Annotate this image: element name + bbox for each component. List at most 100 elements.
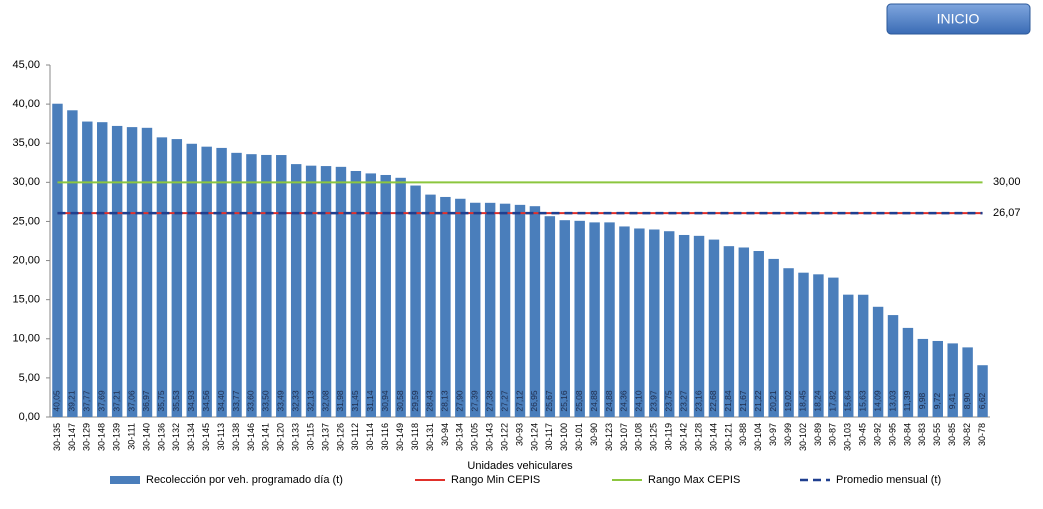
value-label: 15,64 — [843, 390, 853, 412]
value-label: 25,08 — [574, 390, 584, 412]
bar — [231, 152, 242, 417]
bar — [514, 204, 526, 417]
value-label: 28,43 — [425, 390, 435, 412]
x-tick-label: 30-125 — [649, 423, 659, 451]
x-tick-label: 30-131 — [425, 423, 435, 451]
x-tick-label: 30-122 — [499, 423, 509, 451]
bar — [708, 239, 720, 417]
value-label: 36,97 — [141, 390, 151, 412]
bar — [604, 222, 615, 417]
x-tick-label: 30-85 — [947, 423, 957, 446]
x-tick-label: 30-134 — [186, 423, 196, 451]
x-tick-label: 30-149 — [395, 423, 405, 451]
value-label: 27,12 — [514, 390, 524, 412]
bar — [171, 139, 183, 417]
value-label: 11,39 — [902, 390, 912, 411]
value-label: 24,88 — [589, 390, 599, 412]
value-label: 19,02 — [783, 390, 793, 412]
bar — [186, 143, 197, 417]
value-label: 27,39 — [469, 390, 479, 412]
x-tick-label: 30-129 — [82, 423, 92, 451]
bar — [738, 247, 750, 417]
bar — [126, 127, 138, 417]
x-tick-label: 30-92 — [872, 423, 882, 446]
x-tick-label: 30-108 — [634, 423, 644, 451]
value-label: 21,67 — [738, 390, 748, 412]
value-label: 37,69 — [96, 390, 106, 412]
x-tick-label: 30-119 — [664, 423, 674, 450]
bar — [619, 226, 630, 417]
x-tick-label: 30-87 — [828, 423, 838, 446]
value-label: 6,62 — [977, 392, 987, 409]
bar — [484, 202, 496, 417]
value-label: 18,45 — [798, 390, 808, 412]
x-tick-label: 30-88 — [738, 423, 748, 446]
x-tick-label: 30-142 — [679, 423, 689, 451]
value-label: 34,56 — [201, 390, 211, 412]
x-tick-label: 30-83 — [917, 423, 927, 446]
x-tick-label: 30-105 — [470, 423, 480, 451]
x-tick-label: 30-134 — [455, 423, 465, 451]
legend-label: Rango Min CEPIS — [451, 474, 540, 486]
value-label: 24,10 — [634, 390, 644, 412]
bar — [559, 220, 570, 417]
x-tick-label: 30-144 — [708, 423, 718, 451]
value-label: 39,21 — [67, 390, 77, 412]
x-tick-label: 30-126 — [335, 423, 345, 451]
bar — [693, 235, 705, 417]
value-label: 25,67 — [544, 390, 554, 412]
legend-label: Promedio mensual (t) — [836, 474, 941, 486]
value-label: 13,03 — [887, 390, 897, 412]
x-tick-label: 30-90 — [589, 423, 599, 446]
y-tick-label: 10,00 — [12, 333, 40, 345]
value-label: 30,58 — [395, 390, 405, 412]
bar — [828, 277, 839, 417]
x-tick-label: 30-45 — [858, 423, 868, 446]
x-tick-label: 30-145 — [201, 423, 211, 451]
x-tick-label: 30-99 — [783, 423, 793, 446]
x-tick-label: 30-113 — [216, 423, 226, 450]
legend-swatch — [110, 476, 140, 484]
bar — [350, 170, 362, 417]
x-tick-label: 30-103 — [843, 423, 853, 451]
bar — [783, 268, 794, 417]
value-label: 24,36 — [619, 390, 629, 412]
value-label: 29,59 — [410, 390, 420, 412]
value-label: 21,22 — [753, 390, 763, 412]
bar — [589, 222, 600, 417]
x-tick-label: 30-123 — [604, 423, 614, 451]
reference-label: 30,00 — [993, 176, 1021, 188]
bar — [261, 154, 272, 417]
bar — [977, 365, 988, 417]
x-tick-label: 30-101 — [574, 423, 584, 451]
x-tick-label: 30-97 — [768, 423, 778, 446]
value-label: 31,14 — [365, 390, 375, 412]
x-tick-label: 30-121 — [723, 423, 733, 451]
inicio-label[interactable]: INICIO — [937, 11, 980, 27]
y-tick-label: 15,00 — [12, 294, 40, 306]
x-tick-label: 30-107 — [619, 423, 629, 451]
value-label: 31,98 — [335, 390, 345, 412]
value-label: 34,93 — [186, 390, 196, 412]
bar — [947, 343, 958, 417]
bar — [97, 122, 108, 417]
y-tick-label: 20,00 — [12, 254, 40, 266]
legend-label: Recolección por veh. programado día (t) — [146, 474, 343, 486]
bar — [365, 173, 377, 417]
bar — [574, 220, 585, 417]
value-label: 14,09 — [872, 390, 882, 412]
value-label: 31,45 — [350, 390, 360, 412]
value-label: 9,72 — [932, 392, 942, 409]
x-tick-label: 30-104 — [753, 423, 763, 451]
x-tick-label: 30-114 — [365, 423, 375, 450]
bar — [440, 196, 451, 417]
value-label: 24,88 — [604, 390, 614, 412]
bar — [305, 165, 317, 417]
inicio-button[interactable] — [886, 3, 1031, 35]
x-tick-label: 30-112 — [350, 423, 360, 450]
bar — [425, 194, 436, 417]
bar — [917, 338, 929, 417]
value-label: 27,38 — [484, 390, 494, 412]
y-tick-label: 30,00 — [12, 176, 40, 188]
